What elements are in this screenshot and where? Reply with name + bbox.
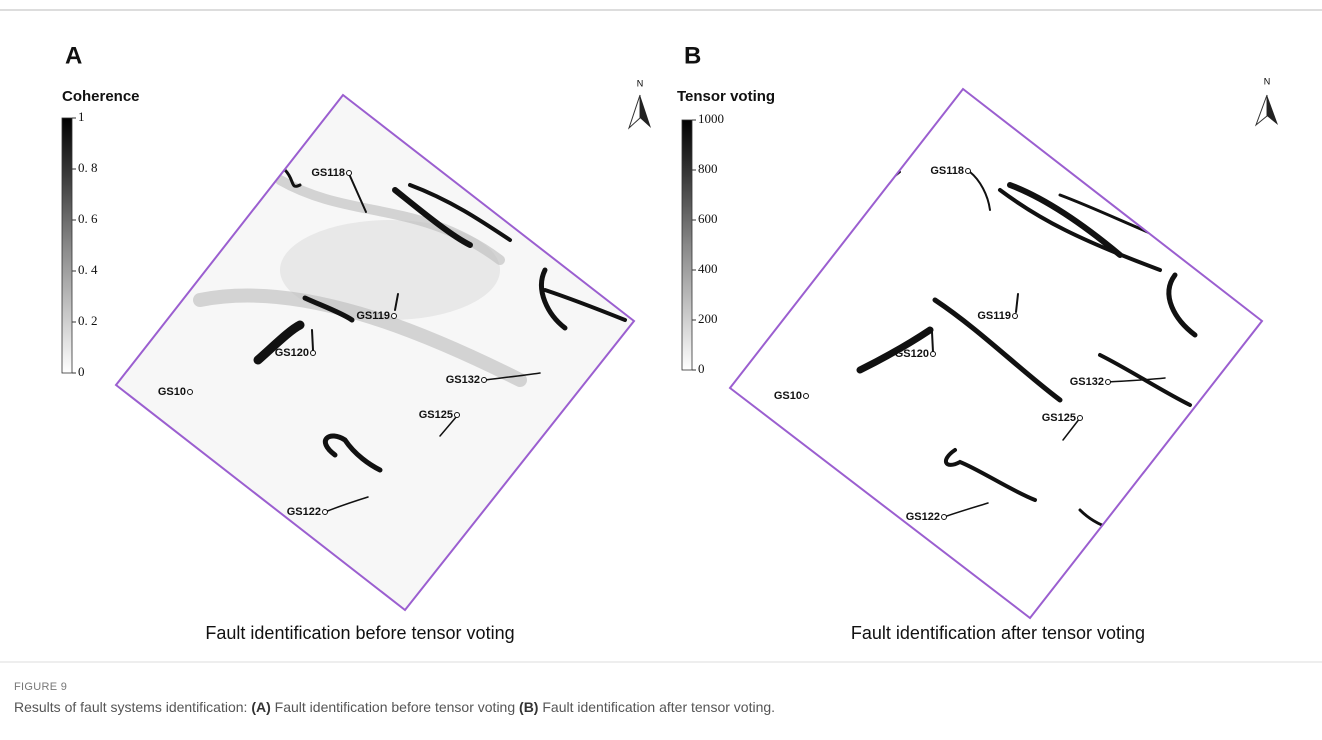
well-label: GS125 (419, 409, 453, 421)
colorbar-tick-label: 0 (698, 361, 705, 376)
well-label: GS10 (774, 390, 802, 402)
well-marker (391, 313, 397, 319)
colorbar-tick-label: 0. 8 (78, 160, 98, 175)
well-marker (346, 170, 352, 176)
well-label: GS118 (930, 165, 964, 177)
figure-caption: Results of fault systems identification:… (14, 699, 775, 715)
colorbar-tick-label: 200 (698, 311, 718, 326)
caption-ref: (B) (519, 699, 539, 715)
figure-label: FIGURE 9 (14, 681, 68, 693)
map-b (730, 89, 1262, 618)
figure: A Coherence 1 0. 8 0. 6 0. 4 0. 2 0 N GS118 GS119 G… (0, 9, 1322, 663)
well-label: GS132 (446, 374, 480, 386)
well-marker (1077, 415, 1083, 421)
colorbar-tick-label: 1 (78, 109, 85, 124)
well-marker (965, 168, 971, 174)
colorbar-tick-label: 0. 4 (78, 262, 98, 277)
well-label: GS120 (275, 347, 309, 359)
panel-letter: B (684, 42, 701, 69)
north-label: N (1264, 76, 1271, 86)
caption-text: Fault identification after tensor voting… (538, 699, 776, 715)
map-a (116, 95, 634, 610)
colorbar-tick-label: 0. 6 (78, 211, 98, 226)
colorbar-tick-label: 1000 (698, 111, 724, 126)
colorbar-tick-label: 800 (698, 161, 718, 176)
colorbar (681, 119, 693, 371)
colorbar-tick-label: 0 (78, 364, 85, 379)
well-label: GS132 (1070, 376, 1104, 388)
panel-caption: Fault identification before tensor votin… (205, 623, 514, 643)
well-label: GS10 (158, 386, 186, 398)
well-marker (930, 351, 936, 357)
north-arrow (627, 94, 651, 130)
north-arrow (1254, 94, 1278, 127)
well-marker (1012, 313, 1018, 319)
well-label: GS119 (356, 310, 390, 322)
well-label: GS120 (895, 348, 929, 360)
panel-caption: Fault identification after tensor voting (851, 623, 1145, 643)
panel-letter: A (65, 42, 82, 69)
caption-text: Results of fault systems identification: (14, 699, 252, 715)
well-label: GS122 (287, 506, 321, 518)
colorbar-tick-label: 400 (698, 261, 718, 276)
well-marker (187, 389, 193, 395)
caption-ref: (A) (251, 699, 271, 715)
colorbar (61, 117, 73, 374)
well-marker (454, 412, 460, 418)
well-label: GS118 (311, 167, 345, 179)
survey-outline (728, 87, 1264, 620)
colorbar-title: Tensor voting (677, 88, 775, 105)
well-marker (310, 350, 316, 356)
colorbar-title: Coherence (62, 88, 140, 105)
colorbar-tick-label: 600 (698, 211, 718, 226)
well-label: GS119 (977, 310, 1011, 322)
well-marker (481, 377, 487, 383)
survey-outline (114, 93, 636, 612)
well-marker (322, 509, 328, 515)
caption-text: Fault identification before tensor votin… (270, 699, 520, 715)
north-label: N (637, 78, 644, 88)
well-label: GS122 (906, 511, 940, 523)
colorbar-tick-label: 0. 2 (78, 313, 98, 328)
well-marker (1105, 379, 1111, 385)
well-marker (941, 514, 947, 520)
well-label: GS125 (1042, 412, 1076, 424)
well-marker (803, 393, 809, 399)
